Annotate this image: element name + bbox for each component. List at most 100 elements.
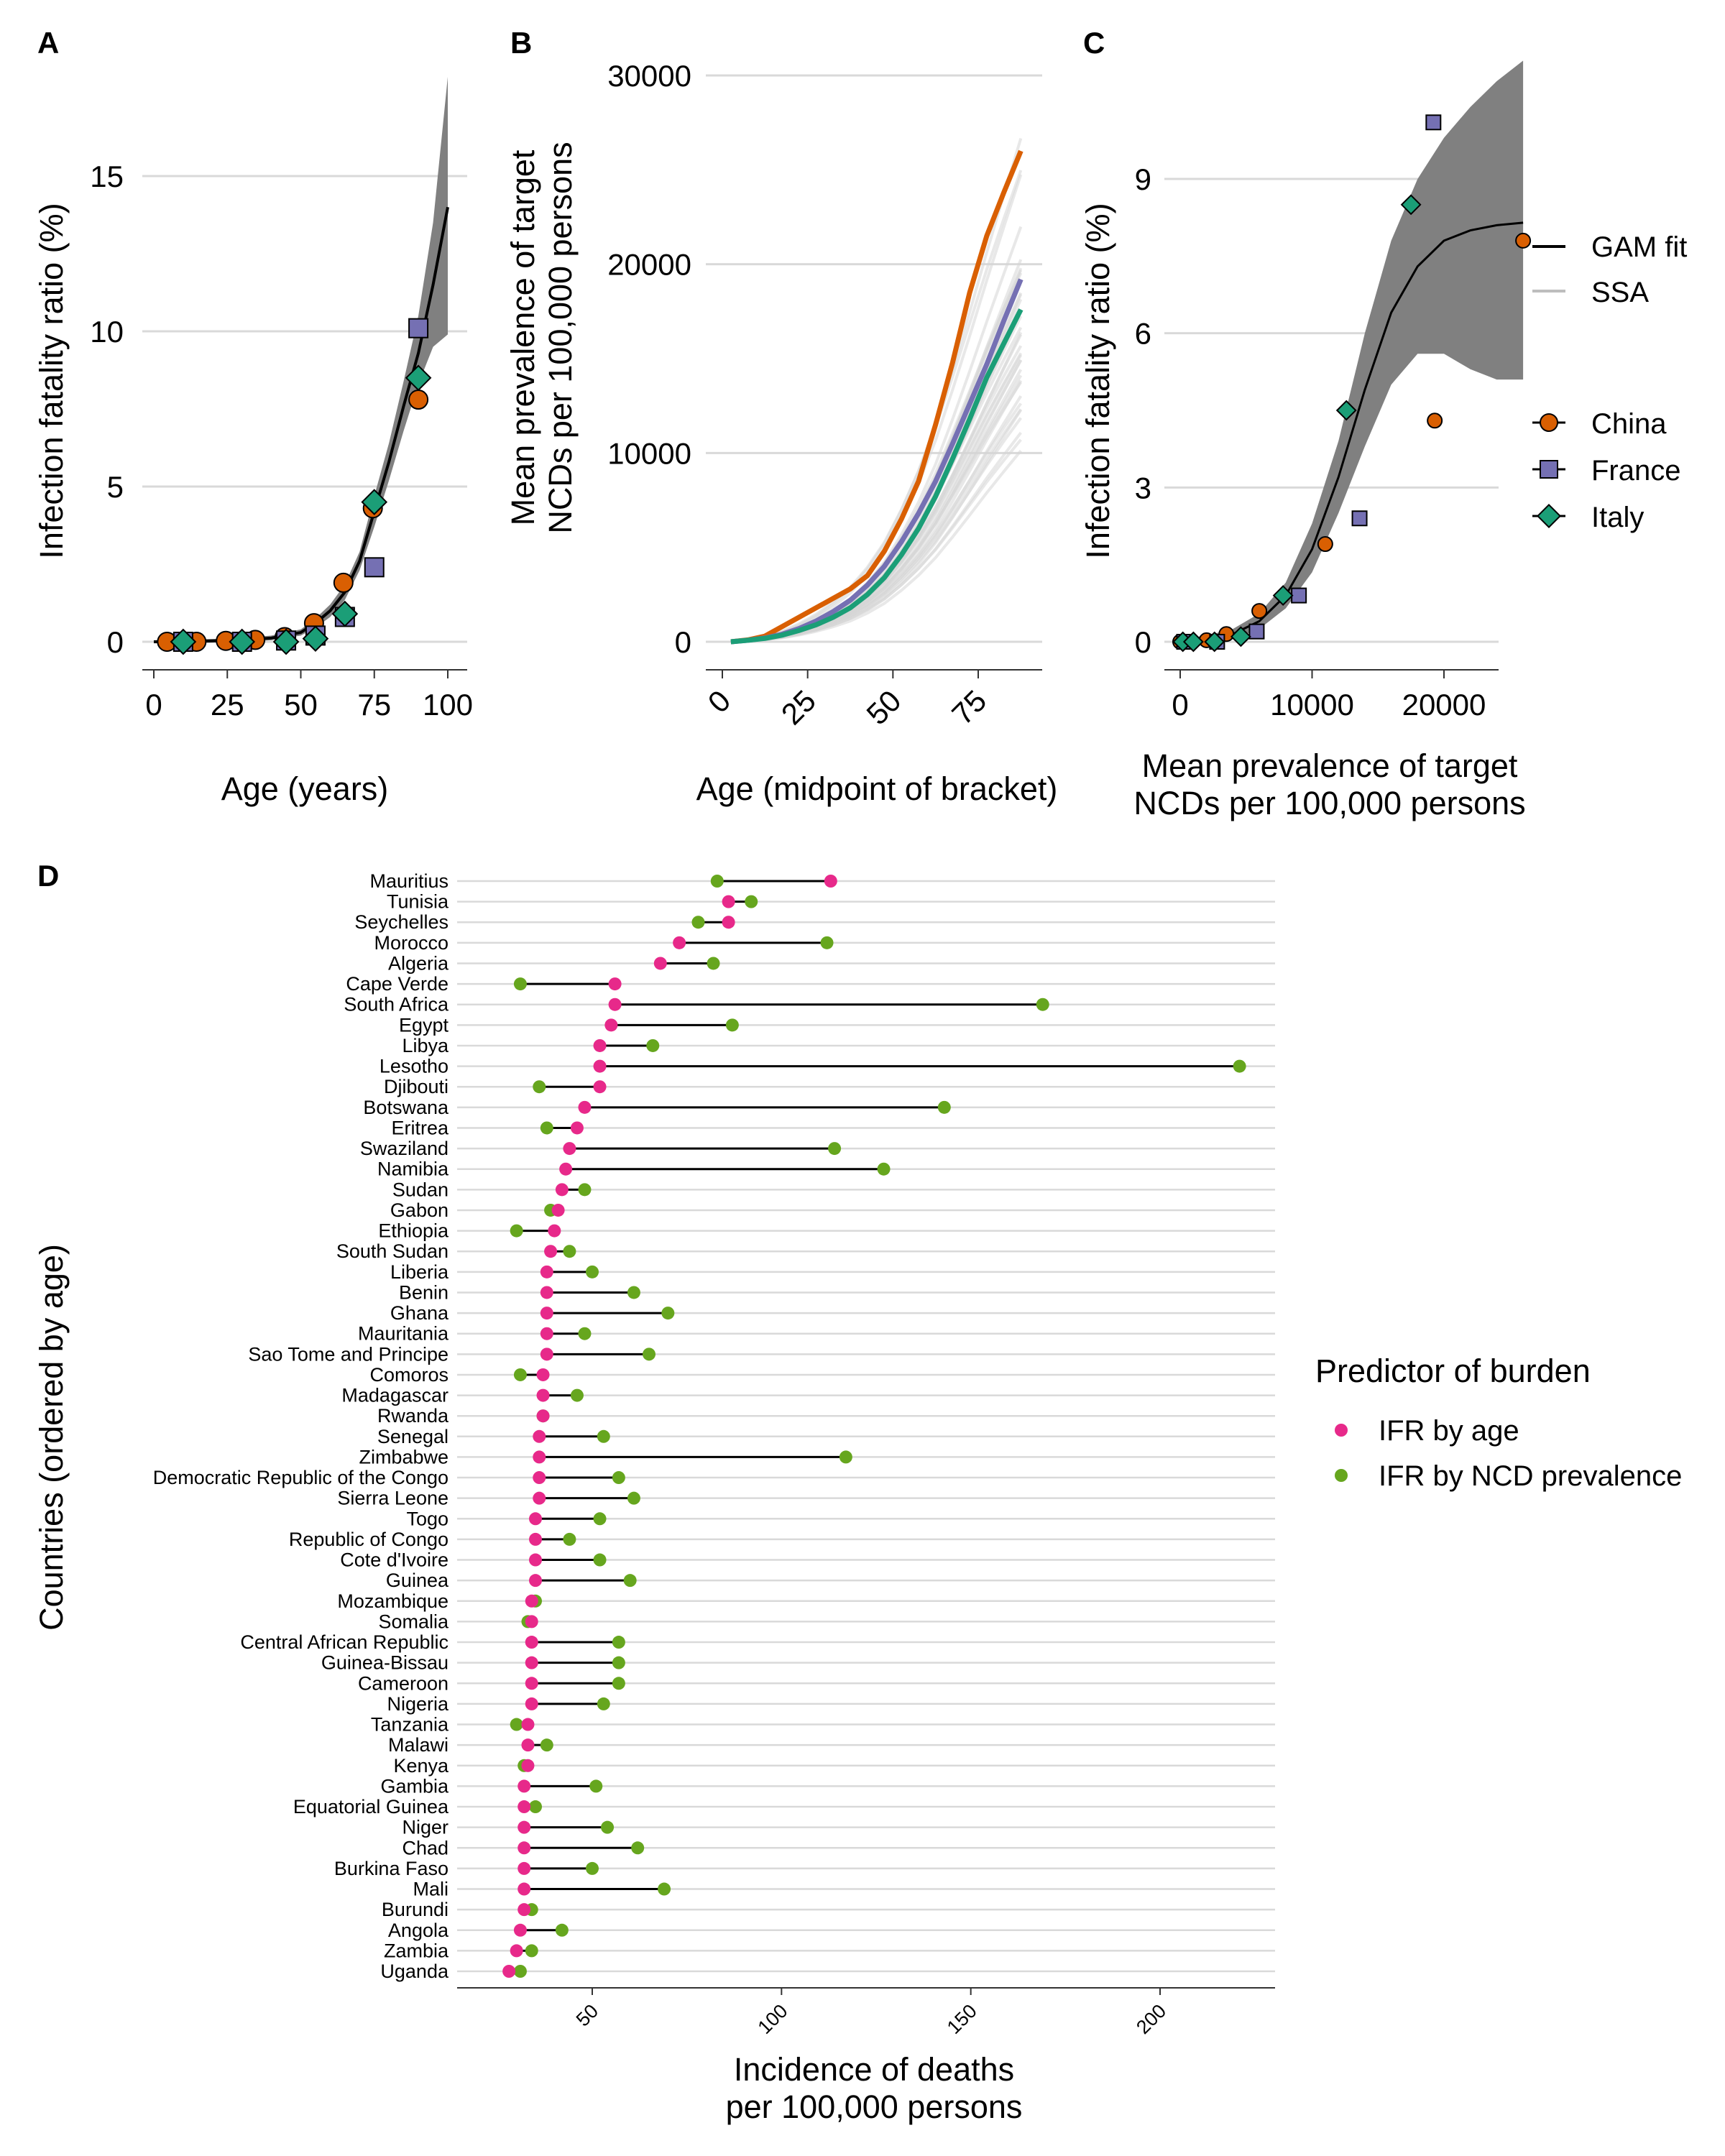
- panel-a-point-italy: [229, 628, 256, 655]
- panel-a-gam-confidence-band: [154, 76, 448, 644]
- panel-a-point-italy: [302, 625, 329, 652]
- panel-d-point-ncd: [627, 1491, 640, 1505]
- panel-d-point-ncd: [525, 1944, 538, 1958]
- panel-d-row: Morocco: [374, 932, 834, 954]
- panel-d-point-ncd: [510, 1224, 523, 1238]
- panel-d-row: Seychelles: [354, 911, 735, 933]
- panel-b-axes: 0 25 50 75: [702, 669, 1042, 731]
- panel-d-point-ncd: [510, 1718, 523, 1731]
- panel-label-d: D: [37, 859, 59, 893]
- legend-china-label: China: [1591, 408, 1667, 440]
- panel-d-row: Swaziland: [360, 1138, 842, 1159]
- panel-d-point-ncd: [589, 1779, 603, 1793]
- panel-d-point-age: [593, 1038, 607, 1052]
- panel-d-country-label: Namibia: [377, 1158, 449, 1180]
- legend-bottom: Predictor of burden IFR by age IFR by NC…: [1315, 1353, 1682, 1492]
- panel-a-point-china: [333, 572, 354, 593]
- panel-d-point-age: [593, 1080, 607, 1094]
- panel-d-x-tick-label: 200: [1132, 2000, 1170, 2038]
- panel-d-point-age: [536, 1409, 550, 1423]
- panel-d-point-age: [551, 1203, 565, 1217]
- panel-d-gridlines: [457, 880, 1275, 1973]
- panel-d-point-age: [518, 1861, 531, 1875]
- panel-d-row: South Sudan: [336, 1240, 576, 1262]
- panel-d-point-age: [533, 1429, 546, 1443]
- panel-d-country-label: Comoros: [369, 1364, 448, 1386]
- panel-c-x-axis-title: Mean prevalence of target NCDs per 100,00…: [1133, 747, 1525, 821]
- panel-d-point-ncd: [691, 916, 705, 929]
- panel-d-country-label: Seychelles: [354, 911, 448, 933]
- panel-d-row: Madagascar: [341, 1385, 584, 1406]
- panel-c-x-tick-label: 10000: [1270, 688, 1354, 722]
- legend-france-marker: [1540, 460, 1558, 479]
- panel-a-y-tick-label: 5: [107, 470, 124, 504]
- legend-ifr-by-age-swatch: [1335, 1424, 1348, 1437]
- panel-d-point-ncd: [563, 1532, 576, 1546]
- panel-c-point-china: [1515, 232, 1532, 249]
- panel-d-row: Cape Verde: [346, 973, 622, 995]
- panel-b-ncd-prevalence-by-age: B 0 10000 20000 30000 0 25 50 75 Age (midpoint…: [505, 26, 1057, 807]
- panel-d-point-age: [548, 1224, 561, 1238]
- panel-a-data-points: [157, 318, 432, 655]
- panel-d-row: Malawi: [388, 1734, 553, 1756]
- panel-d-row: Comoros: [369, 1364, 550, 1386]
- panel-d-point-age: [525, 1656, 538, 1669]
- panel-d-country-label: Mauritania: [358, 1323, 449, 1345]
- panel-d-country-label: Cape Verde: [346, 973, 448, 995]
- panel-d-row: Mozambique: [337, 1590, 542, 1612]
- panel-d-point-age: [529, 1574, 542, 1588]
- panel-a-point-italy: [272, 628, 300, 655]
- panel-d-row: Central African Republic: [240, 1631, 625, 1653]
- panel-d-row: Burundi: [382, 1899, 538, 1920]
- panel-d-country-label: Mozambique: [337, 1590, 448, 1612]
- panel-d-country-rows: MauritiusTunisiaSeychellesMoroccoAlgeria…: [153, 870, 1246, 1982]
- panel-d-point-age: [518, 1800, 531, 1814]
- panel-d-row: Niger: [402, 1817, 615, 1838]
- panel-d-point-age: [544, 1245, 558, 1258]
- panel-d-point-age: [673, 936, 686, 949]
- panel-d-point-ncd: [631, 1841, 645, 1855]
- panel-d-point-ncd: [710, 875, 724, 888]
- panel-d-country-label: Swaziland: [360, 1138, 448, 1159]
- panel-d-point-ncd: [597, 1429, 610, 1443]
- panel-d-country-label: Angola: [388, 1920, 449, 1941]
- panel-d-point-age: [540, 1327, 553, 1340]
- panel-a-y-tick-label: 0: [107, 625, 124, 659]
- panel-d-point-age: [521, 1718, 535, 1731]
- panel-d-death-incidence-by-country: D MauritiusTunisiaSeychellesMoroccoAlger…: [33, 859, 1275, 2125]
- panel-d-row: Nigeria: [387, 1693, 610, 1715]
- panel-d-country-label: Senegal: [377, 1426, 448, 1447]
- panel-d-point-age: [525, 1615, 538, 1628]
- panel-a-x-axis-title: Age (years): [221, 770, 389, 807]
- panel-d-row: Zambia: [384, 1940, 538, 1961]
- panel-c-point-italy: [1230, 626, 1251, 648]
- panel-d-point-ncd: [658, 1882, 671, 1896]
- panel-d-country-label: Democratic Republic of the Congo: [153, 1467, 448, 1488]
- panel-d-country-label: Burundi: [382, 1899, 448, 1920]
- panel-a-x-tick-label: 100: [423, 688, 473, 722]
- panel-a-point-italy: [331, 600, 359, 627]
- panel-d-country-label: Tanzania: [371, 1714, 449, 1736]
- panel-d-point-age: [525, 1697, 538, 1710]
- panel-d-point-age: [518, 1903, 531, 1917]
- panel-d-country-label: Zambia: [384, 1940, 449, 1961]
- panel-d-point-age: [593, 1059, 607, 1073]
- legend-gam-fit-label: GAM fit: [1591, 231, 1687, 263]
- panel-d-point-age: [529, 1553, 542, 1567]
- panel-d-row: Lesotho: [380, 1056, 1246, 1077]
- panel-d-point-ncd: [612, 1677, 625, 1690]
- legend-ssa-label: SSA: [1591, 277, 1649, 308]
- panel-a-infection-fatality-by-age: A 0 5 10 15 0 25 50 75 100 Age (years) Infectio…: [33, 26, 473, 807]
- panel-d-country-label: Guinea-Bissau: [321, 1652, 448, 1674]
- panel-d-point-ncd: [513, 1965, 527, 1978]
- panel-b-line-italy: [730, 308, 1024, 645]
- panel-d-country-label: Lesotho: [380, 1056, 448, 1077]
- panel-d-point-ncd: [513, 1368, 527, 1381]
- panel-d-row: Namibia: [377, 1158, 891, 1180]
- panel-d-country-label: Morocco: [374, 932, 448, 954]
- panel-d-country-label: Sudan: [392, 1179, 448, 1200]
- panel-d-row: Uganda: [380, 1961, 527, 1982]
- panel-a-x-tick-label: 0: [145, 688, 162, 722]
- panel-d-point-age: [525, 1594, 538, 1608]
- panel-d-row: Mauritania: [358, 1323, 592, 1345]
